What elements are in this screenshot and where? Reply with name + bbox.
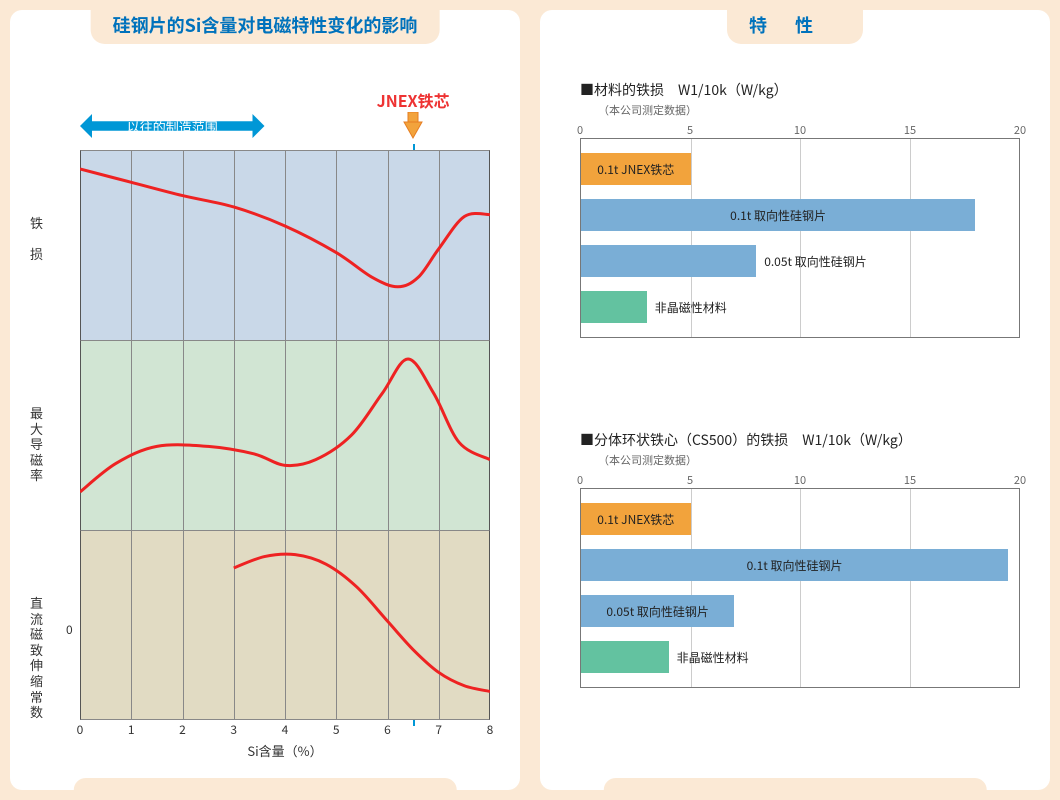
- hbar: 非晶磁性材料: [581, 641, 1019, 673]
- bar-title: ■材料的铁损 W1/10k（W/kg）: [580, 80, 1020, 100]
- hbar-label: 0.05t 取向性硅钢片: [581, 603, 734, 620]
- hbar: 0.1t 取向性硅钢片: [581, 199, 1019, 231]
- hbar-label: 非晶磁性材料: [677, 649, 749, 666]
- bar-x-tick: 20: [1014, 122, 1026, 138]
- left-panel: 硅钢片的Si含量对电磁特性变化的影响 以往的制造范围 JNEX铁芯 Si含量（%…: [10, 10, 520, 790]
- line-chart: 以往的制造范围 JNEX铁芯 Si含量（%） 铁 损最大导磁率0直流磁致伸缩常数…: [80, 150, 490, 720]
- bar-x-tick: 10: [794, 122, 806, 138]
- bar-x-tick: 5: [687, 472, 693, 488]
- bar-x-axis: 05101520: [580, 122, 1020, 138]
- x-tick: 0: [77, 721, 84, 738]
- hbar-fill: [581, 245, 756, 277]
- panel-bottom-tab: [74, 778, 457, 792]
- x-tick: 1: [128, 721, 135, 738]
- bar-subtitle: （本公司测定数据）: [598, 452, 1020, 468]
- x-tick: 7: [435, 721, 442, 738]
- hbar-fill: [581, 291, 647, 323]
- x-tick: 4: [282, 721, 289, 738]
- x-axis-title: Si含量（%）: [247, 741, 322, 760]
- right-title: 特性: [727, 8, 863, 44]
- bar-x-tick: 15: [904, 122, 916, 138]
- x-tick: 5: [333, 721, 340, 738]
- bar-x-tick: 15: [904, 472, 916, 488]
- hbar-label: 0.1t JNEX铁芯: [581, 511, 691, 528]
- hbar-label: 0.1t 取向性硅钢片: [581, 207, 975, 224]
- curve-permeability: [80, 359, 490, 492]
- x-tick: 3: [230, 721, 237, 738]
- bar-section-0: ■材料的铁损 W1/10k（W/kg）（本公司测定数据）051015200.1t…: [580, 80, 1020, 338]
- panel-bottom-tab: [604, 778, 987, 792]
- curve-iron_loss: [80, 169, 490, 287]
- hbar: 0.1t JNEX铁芯: [581, 503, 1019, 535]
- bar-subtitle: （本公司测定数据）: [598, 102, 1020, 118]
- hbar-label: 0.05t 取向性硅钢片: [764, 253, 867, 270]
- hbar-label: 非晶磁性材料: [655, 299, 727, 316]
- x-tick: 8: [487, 721, 494, 738]
- jnex-pointer-icon: [400, 112, 426, 147]
- range-arrow-label: 以往的制造范围: [127, 117, 218, 136]
- hbar: 0.1t JNEX铁芯: [581, 153, 1019, 185]
- hbar: 0.05t 取向性硅钢片: [581, 595, 1019, 627]
- bar-x-tick: 0: [577, 472, 583, 488]
- curve-magnetostrict: [234, 554, 490, 691]
- left-title: 硅钢片的Si含量对电磁特性变化的影响: [91, 8, 440, 44]
- x-tick: 6: [384, 721, 391, 738]
- bar-x-tick: 5: [687, 122, 693, 138]
- bar-x-tick: 0: [577, 122, 583, 138]
- hbar-label: 0.1t JNEX铁芯: [581, 161, 691, 178]
- bar-x-tick: 10: [794, 472, 806, 488]
- range-arrow: 以往的制造范围: [80, 114, 265, 138]
- bar-x-axis: 05101520: [580, 472, 1020, 488]
- y-label-permeability: 最大导磁率: [30, 405, 50, 483]
- x-tick: 2: [179, 721, 186, 738]
- y-label-magnetostrict: 直流磁致伸缩常数: [30, 595, 50, 720]
- jnex-label: JNEX铁芯: [377, 88, 450, 112]
- right-panel: 特性 ■材料的铁损 W1/10k（W/kg）（本公司测定数据）051015200…: [540, 10, 1050, 790]
- hbar-fill: [581, 641, 669, 673]
- hbar: 0.05t 取向性硅钢片: [581, 245, 1019, 277]
- hbar-label: 0.1t 取向性硅钢片: [581, 557, 1008, 574]
- zero-marker: 0: [66, 621, 73, 638]
- bar-area: 0.1t JNEX铁芯 0.1t 取向性硅钢片 0.05t 取向性硅钢片非晶磁性材料: [580, 488, 1020, 688]
- bar-x-tick: 20: [1014, 472, 1026, 488]
- bar-title: ■分体环状铁心（CS500）的铁损 W1/10k（W/kg）: [580, 430, 1020, 450]
- bar-area: 0.1t JNEX铁芯 0.1t 取向性硅钢片 0.05t 取向性硅钢片非晶磁性材料: [580, 138, 1020, 338]
- hbar: 非晶磁性材料: [581, 291, 1019, 323]
- y-label-iron_loss: 铁 损: [30, 215, 50, 262]
- curves-svg: [80, 150, 490, 720]
- bar-section-1: ■分体环状铁心（CS500）的铁损 W1/10k（W/kg） （本公司测定数据） 0…: [580, 430, 1020, 688]
- hbar: 0.1t 取向性硅钢片: [581, 549, 1019, 581]
